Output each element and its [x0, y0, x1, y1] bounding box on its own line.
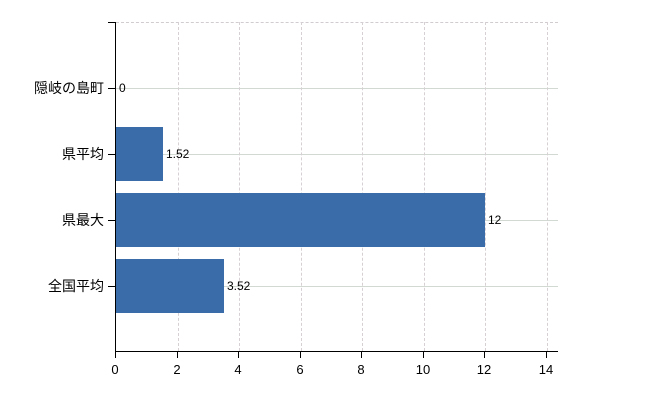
bar — [116, 259, 224, 313]
x-axis-tick — [546, 352, 547, 358]
category-label: 隠岐の島町 — [34, 80, 104, 96]
y-axis-tick — [108, 154, 115, 155]
x-tick-label: 12 — [476, 362, 492, 377]
x-axis-tick — [115, 352, 116, 358]
x-tick-label: 2 — [173, 362, 181, 377]
y-axis-tick — [108, 22, 115, 23]
x-axis-tick — [361, 352, 362, 358]
vertical-gridline — [178, 22, 179, 351]
x-tick-label: 6 — [296, 362, 304, 377]
horizontal-gridline — [116, 154, 558, 155]
y-axis-tick — [108, 286, 115, 287]
vertical-gridline — [239, 22, 240, 351]
y-axis-tick — [108, 88, 115, 89]
vertical-gridline — [301, 22, 302, 351]
vertical-gridline — [485, 22, 486, 351]
bar — [116, 127, 163, 181]
bar-value-label: 3.52 — [227, 279, 251, 293]
x-axis-tick — [423, 352, 424, 358]
vertical-gridline — [547, 22, 548, 351]
x-tick-label: 8 — [357, 362, 365, 377]
horizontal-gridline — [116, 88, 558, 89]
horizontal-gridline — [116, 22, 558, 23]
x-axis-tick — [484, 352, 485, 358]
bar-value-label: 12 — [488, 213, 502, 227]
x-axis-tick — [177, 352, 178, 358]
horizontal-gridline — [116, 286, 558, 287]
category-label: 県平均 — [62, 146, 104, 162]
bar-value-label: 0 — [119, 81, 126, 95]
y-axis-tick — [108, 220, 115, 221]
plot-area: 0 1.52 12 3.52 — [115, 22, 558, 352]
vertical-gridline — [362, 22, 363, 351]
x-axis-tick — [300, 352, 301, 358]
bar-value-label: 1.52 — [166, 147, 190, 161]
x-tick-label: 14 — [538, 362, 554, 377]
x-axis-tick — [238, 352, 239, 358]
x-tick-label: 0 — [111, 362, 119, 377]
x-tick-label: 10 — [415, 362, 431, 377]
category-label: 県最大 — [62, 212, 104, 228]
x-tick-label: 4 — [234, 362, 242, 377]
category-label: 全国平均 — [48, 278, 104, 294]
bar — [116, 193, 485, 247]
vertical-gridline — [424, 22, 425, 351]
